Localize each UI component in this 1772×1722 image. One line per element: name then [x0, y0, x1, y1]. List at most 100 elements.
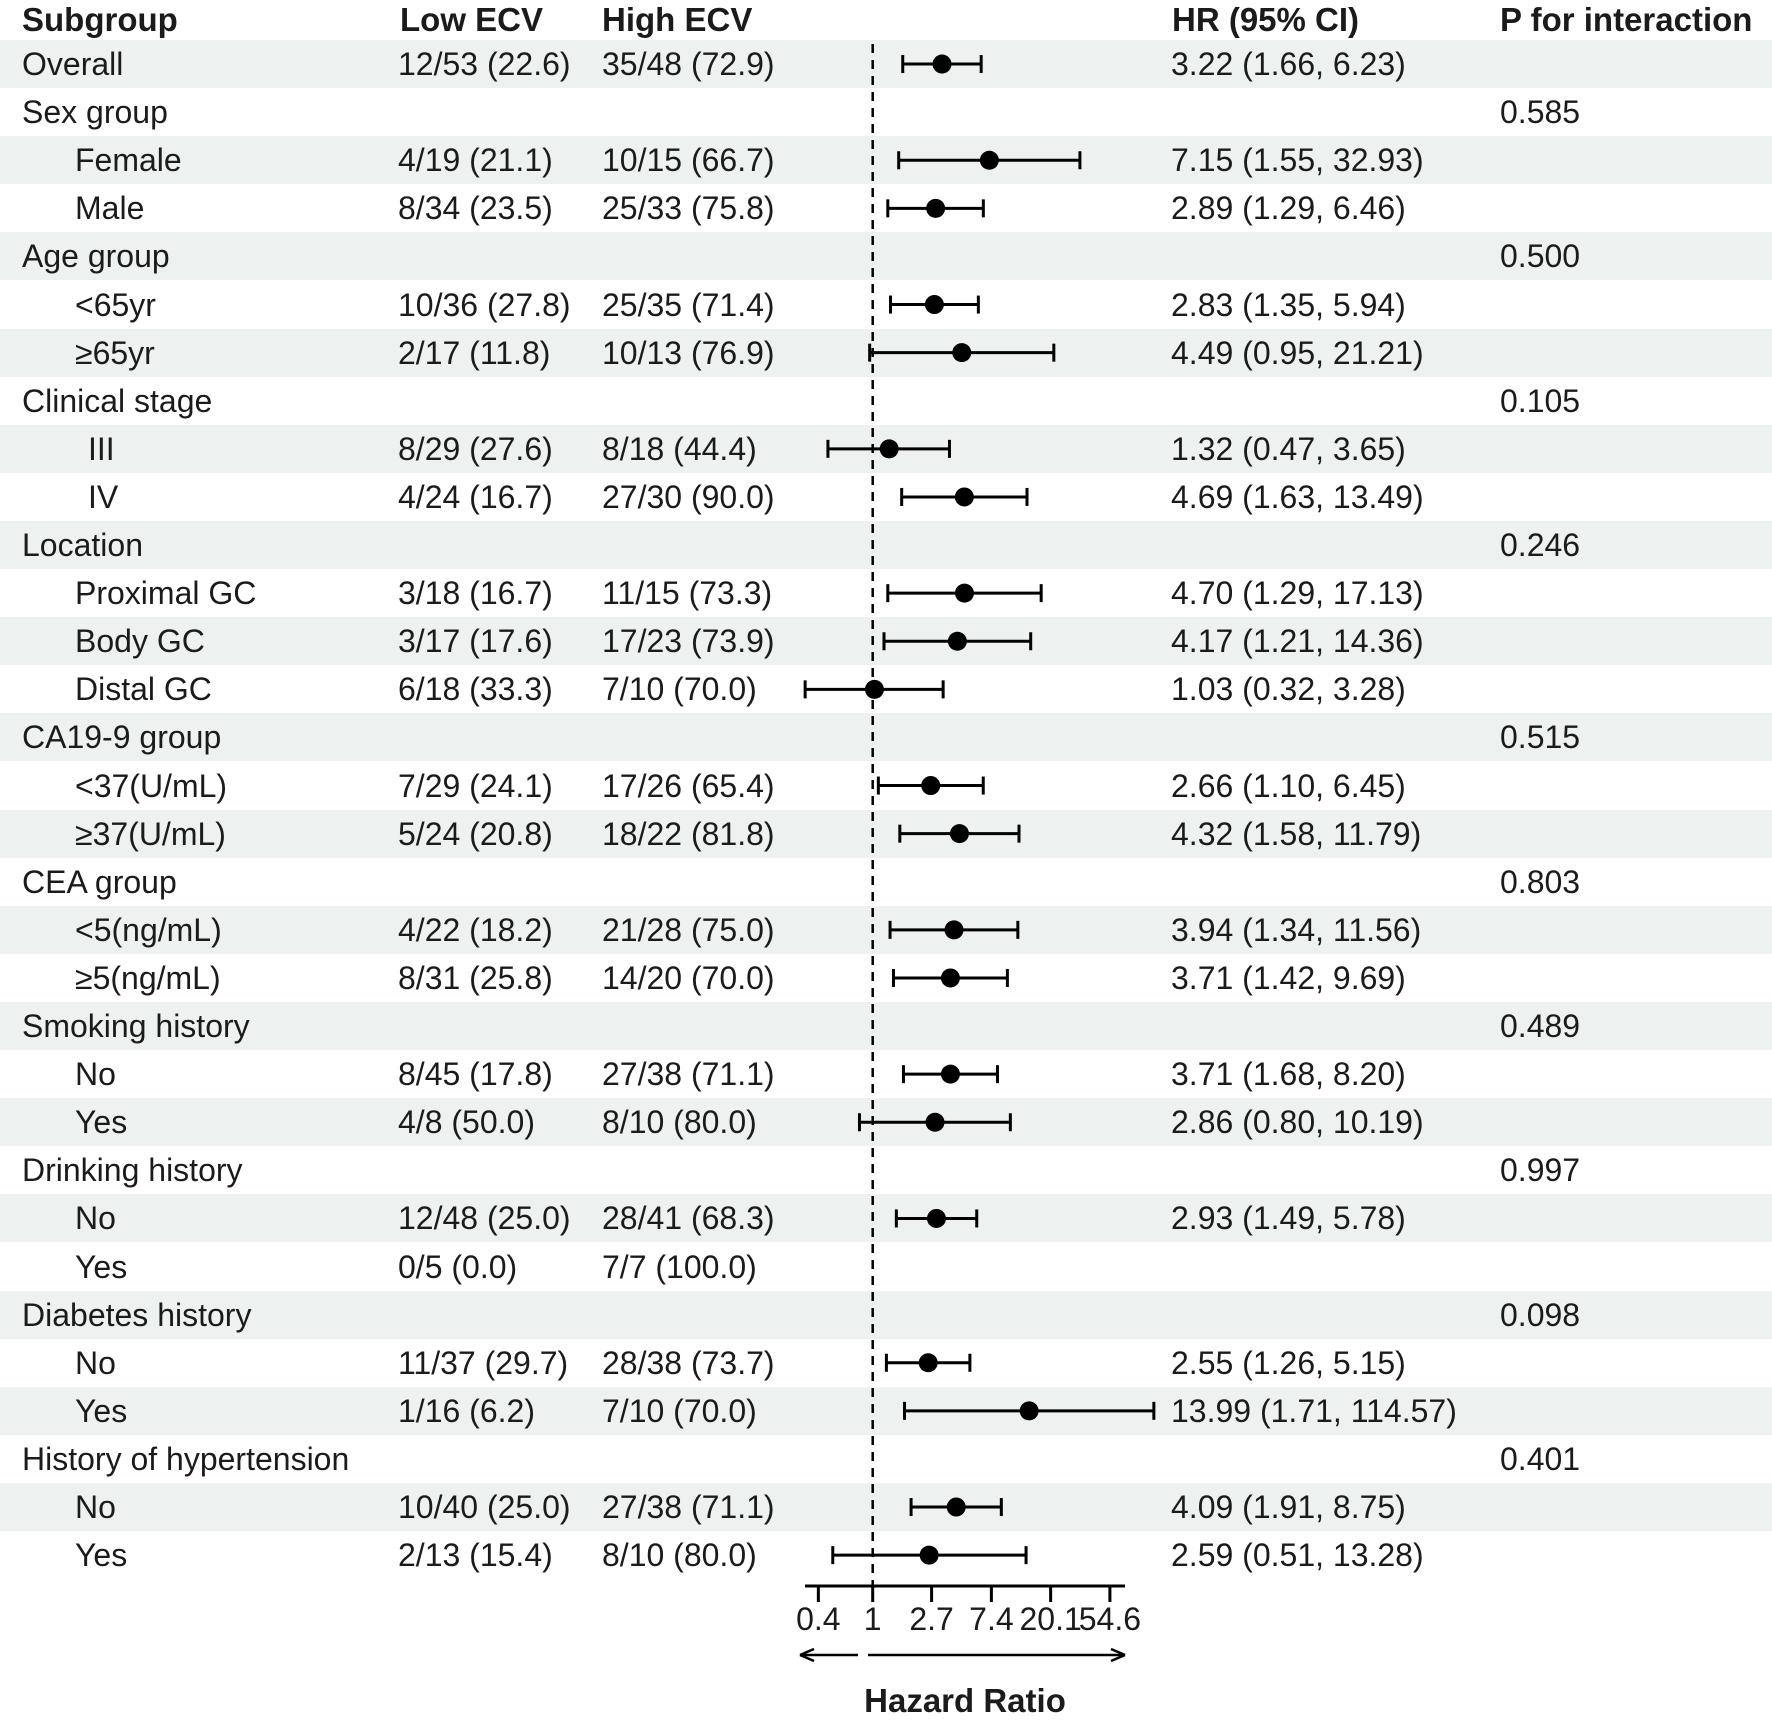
hr-ci-value: 2.83 (1.35, 5.94) [1171, 286, 1406, 323]
table-row: ≥37(U/mL) 5/24 (20.8) 18/22 (81.8) 4.32 … [0, 809, 1772, 858]
high-ecv-value: 25/33 (75.8) [602, 190, 775, 227]
subgroup-label: ≥37(U/mL) [75, 815, 226, 852]
x-axis-title: Hazard Ratio [864, 1682, 1066, 1719]
low-ecv-value: 3/17 (17.6) [398, 623, 553, 660]
hr-ci-value: 3.71 (1.68, 8.20) [1171, 1056, 1406, 1093]
p-interaction-value: 0.803 [1500, 863, 1581, 900]
low-ecv-value: 1/16 (6.2) [398, 1392, 535, 1429]
table-row: No 12/48 (25.0) 28/41 (68.3) 2.93 (1.49,… [0, 1194, 1772, 1243]
table-row: <37(U/mL) 7/29 (24.1) 17/26 (65.4) 2.66 … [0, 762, 1772, 810]
table-row: CEA group 0.803 [0, 858, 1772, 906]
high-ecv-value: 28/41 (68.3) [602, 1200, 775, 1237]
right-direction-arrow [868, 1647, 1126, 1663]
axis-tick-label: 1 [864, 1601, 882, 1637]
hr-ci-value: 4.09 (1.91, 8.75) [1171, 1489, 1406, 1525]
table-row: Clinical stage 0.105 [0, 377, 1772, 425]
high-ecv-value: 17/26 (65.4) [602, 767, 775, 804]
subgroup-label: No [75, 1344, 116, 1381]
high-ecv-value: 7/10 (70.0) [602, 671, 757, 708]
high-ecv-value: 17/23 (73.9) [602, 623, 775, 660]
high-ecv-value: 8/10 (80.0) [602, 1537, 757, 1574]
low-ecv-value: 3/18 (16.7) [398, 575, 553, 612]
table-row: ≥5(ng/mL) 8/31 (25.8) 14/20 (70.0) 3.71 … [0, 954, 1772, 1002]
low-ecv-value: 2/17 (11.8) [398, 334, 551, 371]
hr-ci-value: 13.99 (1.71, 114.57) [1171, 1392, 1457, 1429]
p-interaction-value: 0.997 [1500, 1152, 1581, 1189]
table-row: Smoking history 0.489 [0, 1002, 1772, 1051]
high-ecv-value: 14/20 (70.0) [602, 959, 775, 996]
hr-ci-value: 2.55 (1.26, 5.15) [1171, 1344, 1406, 1381]
axis-tick-label: 54.6 [1079, 1601, 1141, 1637]
subgroup-label: Clinical stage [22, 382, 213, 419]
axis-tick-label: 7.4 [969, 1601, 1013, 1637]
axis-tick-label: 20.1 [1020, 1601, 1082, 1637]
low-ecv-value: 8/29 (27.6) [398, 430, 553, 467]
subgroup-label: IV [88, 478, 119, 515]
subgroup-label: History of hypertension [22, 1440, 350, 1477]
high-ecv-value: 10/13 (76.9) [602, 334, 775, 371]
p-interaction-value: 0.105 [1500, 382, 1581, 419]
hr-ci-value: 4.49 (0.95, 21.21) [1171, 334, 1424, 371]
subgroup-label: No [75, 1056, 116, 1093]
high-ecv-value: 27/30 (90.0) [602, 478, 775, 515]
high-ecv-value: 35/48 (72.9) [602, 46, 775, 82]
low-ecv-value: 11/37 (29.7) [398, 1344, 569, 1381]
axis-tick-label: 2.7 [909, 1601, 953, 1637]
low-ecv-value: 10/36 (27.8) [398, 286, 571, 323]
high-ecv-value: 11/15 (73.3) [602, 575, 773, 612]
subgroup-label: Body GC [75, 623, 205, 660]
table-row: III 8/29 (27.6) 8/18 (44.4) 1.32 (0.47, … [0, 424, 1772, 473]
table-row: Yes 2/13 (15.4) 8/10 (80.0) 2.59 (0.51, … [0, 1531, 1772, 1579]
p-interaction-value: 0.585 [1500, 94, 1581, 131]
low-ecv-value: 0/5 (0.0) [398, 1248, 518, 1285]
high-ecv-value: 10/15 (66.7) [602, 142, 775, 179]
hr-ci-value: 2.86 (0.80, 10.19) [1171, 1104, 1424, 1141]
table-row: Yes 1/16 (6.2) 7/10 (70.0) 13.99 (1.71, … [0, 1386, 1772, 1435]
low-ecv-value: 6/18 (33.3) [398, 671, 553, 708]
subgroup-label: Drinking history [22, 1152, 243, 1189]
hr-ci-value: 2.93 (1.49, 5.78) [1171, 1200, 1406, 1237]
subgroup-label: Age group [22, 238, 170, 275]
hr-ci-value: 4.69 (1.63, 13.49) [1171, 478, 1424, 515]
high-ecv-value: 25/35 (71.4) [602, 286, 775, 323]
column-header-hr-ci: HR (95% CI) [1172, 1, 1360, 38]
low-ecv-value: 8/31 (25.8) [398, 959, 553, 996]
hr-ci-value: 2.59 (0.51, 13.28) [1171, 1537, 1424, 1574]
subgroup-label: CA19-9 group [22, 719, 222, 756]
low-ecv-value: 4/24 (16.7) [398, 478, 553, 515]
subgroup-label: Female [75, 142, 182, 179]
low-ecv-value: 8/45 (17.8) [398, 1056, 553, 1093]
high-ecv-value: 27/38 (71.1) [602, 1056, 775, 1093]
table-row: Diabetes history 0.098 [0, 1290, 1772, 1339]
p-interaction-value: 0.401 [1500, 1440, 1581, 1477]
subgroup-label: III [88, 430, 115, 467]
subgroup-label: Proximal GC [75, 575, 257, 612]
subgroup-label: Yes [75, 1392, 128, 1429]
hr-ci-value: 3.71 (1.42, 9.69) [1171, 959, 1406, 996]
p-interaction-value: 0.246 [1500, 527, 1581, 563]
subgroup-label: Yes [75, 1537, 128, 1574]
subgroup-label: Location [22, 527, 143, 563]
low-ecv-value: 12/53 (22.6) [398, 46, 571, 82]
p-interaction-value: 0.515 [1500, 719, 1581, 756]
subgroup-label: Yes [75, 1248, 128, 1285]
table-row: No 10/40 (25.0) 27/38 (71.1) 4.09 (1.91,… [0, 1483, 1772, 1532]
p-interaction-value: 0.489 [1500, 1008, 1581, 1044]
x-axis: 0.4 1 2.7 7.4 20.154.6 [796, 1584, 1141, 1637]
hr-ci-value: 2.89 (1.29, 6.46) [1171, 190, 1406, 227]
subgroup-label: Distal GC [75, 671, 212, 708]
table-row: No 8/45 (17.8) 27/38 (71.1) 3.71 (1.68, … [0, 1050, 1772, 1098]
low-ecv-value: 8/34 (23.5) [398, 190, 553, 227]
p-interaction-value: 0.500 [1500, 238, 1581, 275]
low-ecv-value: 4/8 (50.0) [398, 1104, 535, 1141]
table-row: Yes 4/8 (50.0) 8/10 (80.0) 2.86 (0.80, 1… [0, 1098, 1772, 1147]
subgroup-label: ≥65yr [75, 334, 155, 371]
subgroup-label: ≥5(ng/mL) [75, 959, 221, 996]
hr-ci-value: 1.32 (0.47, 3.65) [1171, 430, 1406, 467]
high-ecv-value: 7/7 (100.0) [602, 1248, 757, 1285]
table-row: Sex group 0.585 [0, 88, 1772, 136]
subgroup-label: No [75, 1200, 116, 1237]
hr-ci-value: 3.22 (1.66, 6.23) [1171, 46, 1406, 82]
subgroup-label: Sex group [22, 94, 168, 131]
